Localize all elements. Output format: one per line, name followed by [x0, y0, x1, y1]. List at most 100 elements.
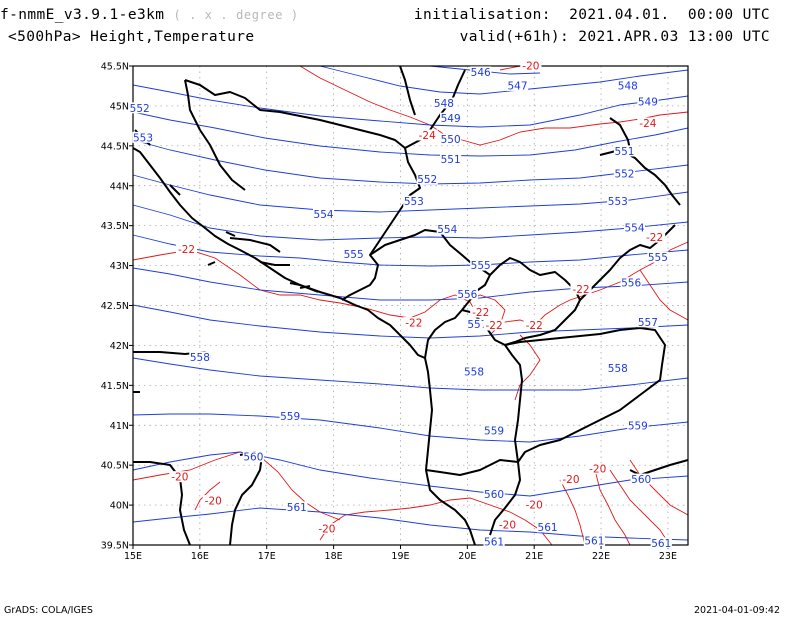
height-contour	[132, 357, 689, 391]
temp-contour-label-bg	[523, 319, 545, 331]
height-contour-label: 557	[467, 319, 487, 331]
height-contour-label-bg	[470, 259, 492, 271]
height-contour-label: 552	[417, 174, 437, 186]
temp-contour-label-bg	[520, 60, 542, 71]
height-contour-label: 546	[471, 67, 491, 79]
lat-tick-label: 43.5N	[101, 221, 129, 232]
temp-contour-label-bg	[403, 317, 425, 329]
temp-contour	[514, 334, 541, 401]
height-contour	[319, 65, 689, 95]
lon-tick-label: 20E	[458, 551, 476, 562]
height-contour-label: 553	[608, 196, 628, 208]
init-label: initialisation:	[413, 7, 551, 23]
temp-contour-label-bg	[202, 495, 224, 507]
height-contour-label-bg	[483, 535, 505, 547]
height-contour-label-bg	[242, 451, 264, 463]
temp-contour-label: -20	[318, 524, 335, 536]
height-contour	[132, 174, 689, 213]
lat-tick-label: 40.5N	[101, 461, 129, 472]
height-contours	[132, 65, 689, 541]
height-contour-label: 548	[618, 80, 638, 92]
height-contour-label-bg	[286, 501, 308, 513]
unit-label: ( . x . degree )	[173, 8, 299, 22]
coastline-islands	[134, 129, 319, 293]
height-contour-label: 552	[130, 103, 150, 115]
height-contour-label: 561	[584, 536, 604, 548]
lon-tick-label: 21E	[525, 551, 543, 562]
height-contour	[132, 139, 689, 185]
height-contour-label: 558	[190, 352, 210, 364]
height-contour-label-bg	[466, 318, 488, 330]
height-contour-label: 555	[648, 252, 668, 264]
temp-contour	[594, 469, 631, 546]
temp-contour	[194, 481, 221, 511]
temp-contour-label: -20	[522, 61, 539, 73]
height-contour-label: 554	[314, 209, 334, 221]
lon-tick-label: 19E	[391, 551, 409, 562]
temp-contour-label-bg	[175, 243, 198, 255]
height-contour-label: 549	[638, 96, 658, 108]
height-contour-label-bg	[627, 420, 649, 432]
height-contour-label-bg	[506, 79, 529, 91]
height-contour-label: 558	[464, 366, 484, 378]
lat-tick-label: 41N	[110, 421, 129, 432]
height-contour-label: 547	[507, 80, 527, 92]
lon-tick-label: 16E	[191, 551, 209, 562]
temp-contour	[639, 269, 689, 321]
init-value: 2021.04.01. 00:00 UTC	[569, 7, 770, 23]
valid-time: valid(+61h): 2021.APR.03 13:00 UTC	[460, 29, 770, 45]
height-contour-label: 557	[638, 317, 658, 329]
temp-contour	[609, 469, 671, 546]
height-contour-label-bg	[403, 195, 425, 207]
height-contour	[132, 84, 689, 128]
height-contour	[132, 451, 689, 497]
height-contour	[132, 204, 689, 241]
lon-tick-label: 18E	[325, 551, 343, 562]
temp-contour-label: -22	[178, 244, 195, 256]
variable-title: <500hPa> Height,Temperature	[8, 29, 255, 45]
lat-tick-label: 42.5N	[101, 301, 129, 312]
lat-tick-label: 45.5N	[101, 62, 129, 73]
height-contour-label-bg	[617, 79, 639, 91]
temp-contour-label-bg	[587, 463, 609, 475]
height-contour-label: 559	[280, 411, 300, 423]
height-contour-label-bg	[129, 102, 151, 114]
temp-contour-label-bg	[470, 306, 492, 318]
height-contour-label: 559	[628, 421, 648, 433]
height-contour-label: 555	[471, 260, 491, 272]
height-contour	[132, 111, 689, 157]
height-contour-label-bg	[456, 288, 478, 300]
coastlines-borders	[132, 65, 689, 546]
temp-contour-label: -20	[562, 474, 579, 486]
temp-contour-label-bg	[496, 519, 519, 531]
temp-contour-label: -22	[405, 318, 422, 330]
height-contour-label-bg	[630, 473, 652, 485]
height-contour-label-bg	[613, 167, 636, 179]
height-contour-label-bg	[470, 66, 492, 78]
height-contour-label-bg	[483, 424, 505, 436]
croatia-bosnia-border	[184, 79, 421, 301]
height-contour-label-bg	[312, 208, 335, 220]
height-contour-label: 561	[538, 522, 558, 534]
temp-contour-label-bg	[316, 523, 338, 535]
lat-tick-label: 40N	[110, 501, 129, 512]
italy-coast	[133, 351, 263, 546]
height-contour-label-bg	[343, 248, 365, 260]
lon-tick-label: 23E	[659, 551, 677, 562]
height-contour-label: 551	[614, 146, 634, 158]
lat-tick-label: 43N	[110, 261, 129, 272]
kosovo-border	[461, 257, 581, 346]
valid-label: valid(+61h):	[459, 29, 570, 45]
height-contour-label: 561	[287, 502, 307, 514]
lat-tick-label: 41.5N	[101, 381, 129, 392]
height-contour-label-bg	[650, 537, 672, 549]
lat-tick-label: 44N	[110, 181, 129, 192]
height-contour-label-bg	[607, 362, 629, 374]
lon-tick-label: 22E	[592, 551, 610, 562]
height-contour-label: 561	[651, 538, 671, 550]
temp-contour	[299, 65, 689, 146]
height-contour-label: 550	[441, 134, 461, 146]
render-timestamp: 2021-04-01-09:42	[693, 605, 780, 616]
height-contour	[132, 413, 689, 443]
temp-contour-label: -22	[646, 232, 663, 244]
